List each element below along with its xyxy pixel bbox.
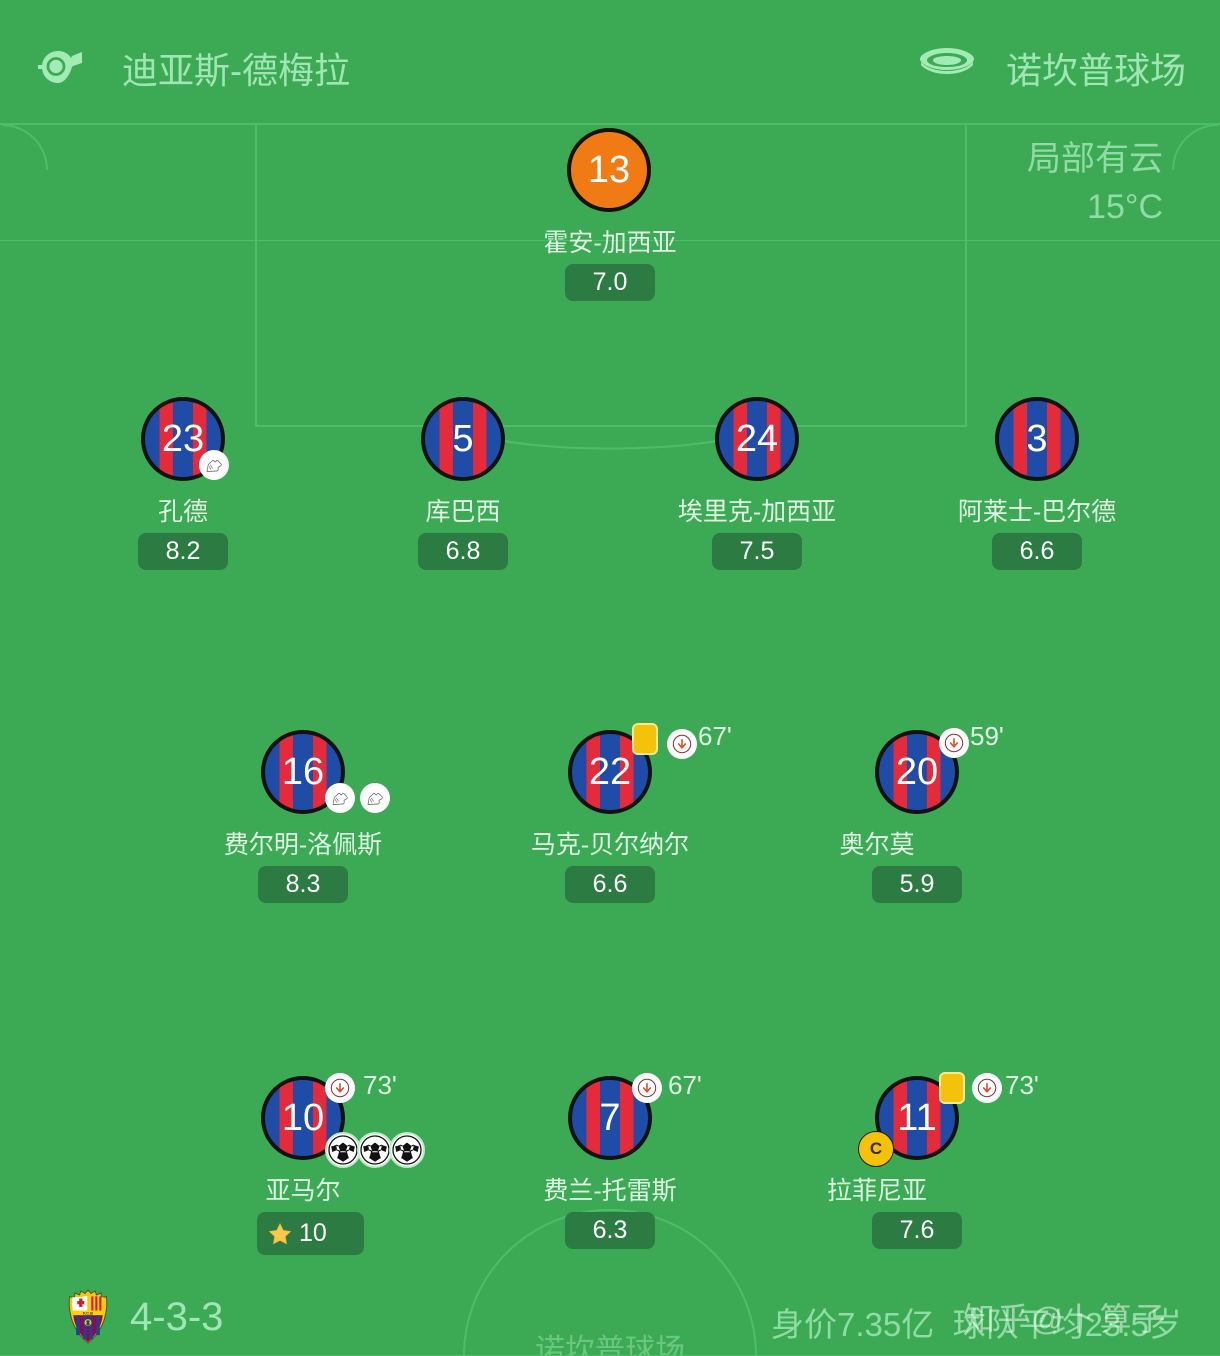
svg-text:F.C.B: F.C.B [83, 1310, 93, 1315]
